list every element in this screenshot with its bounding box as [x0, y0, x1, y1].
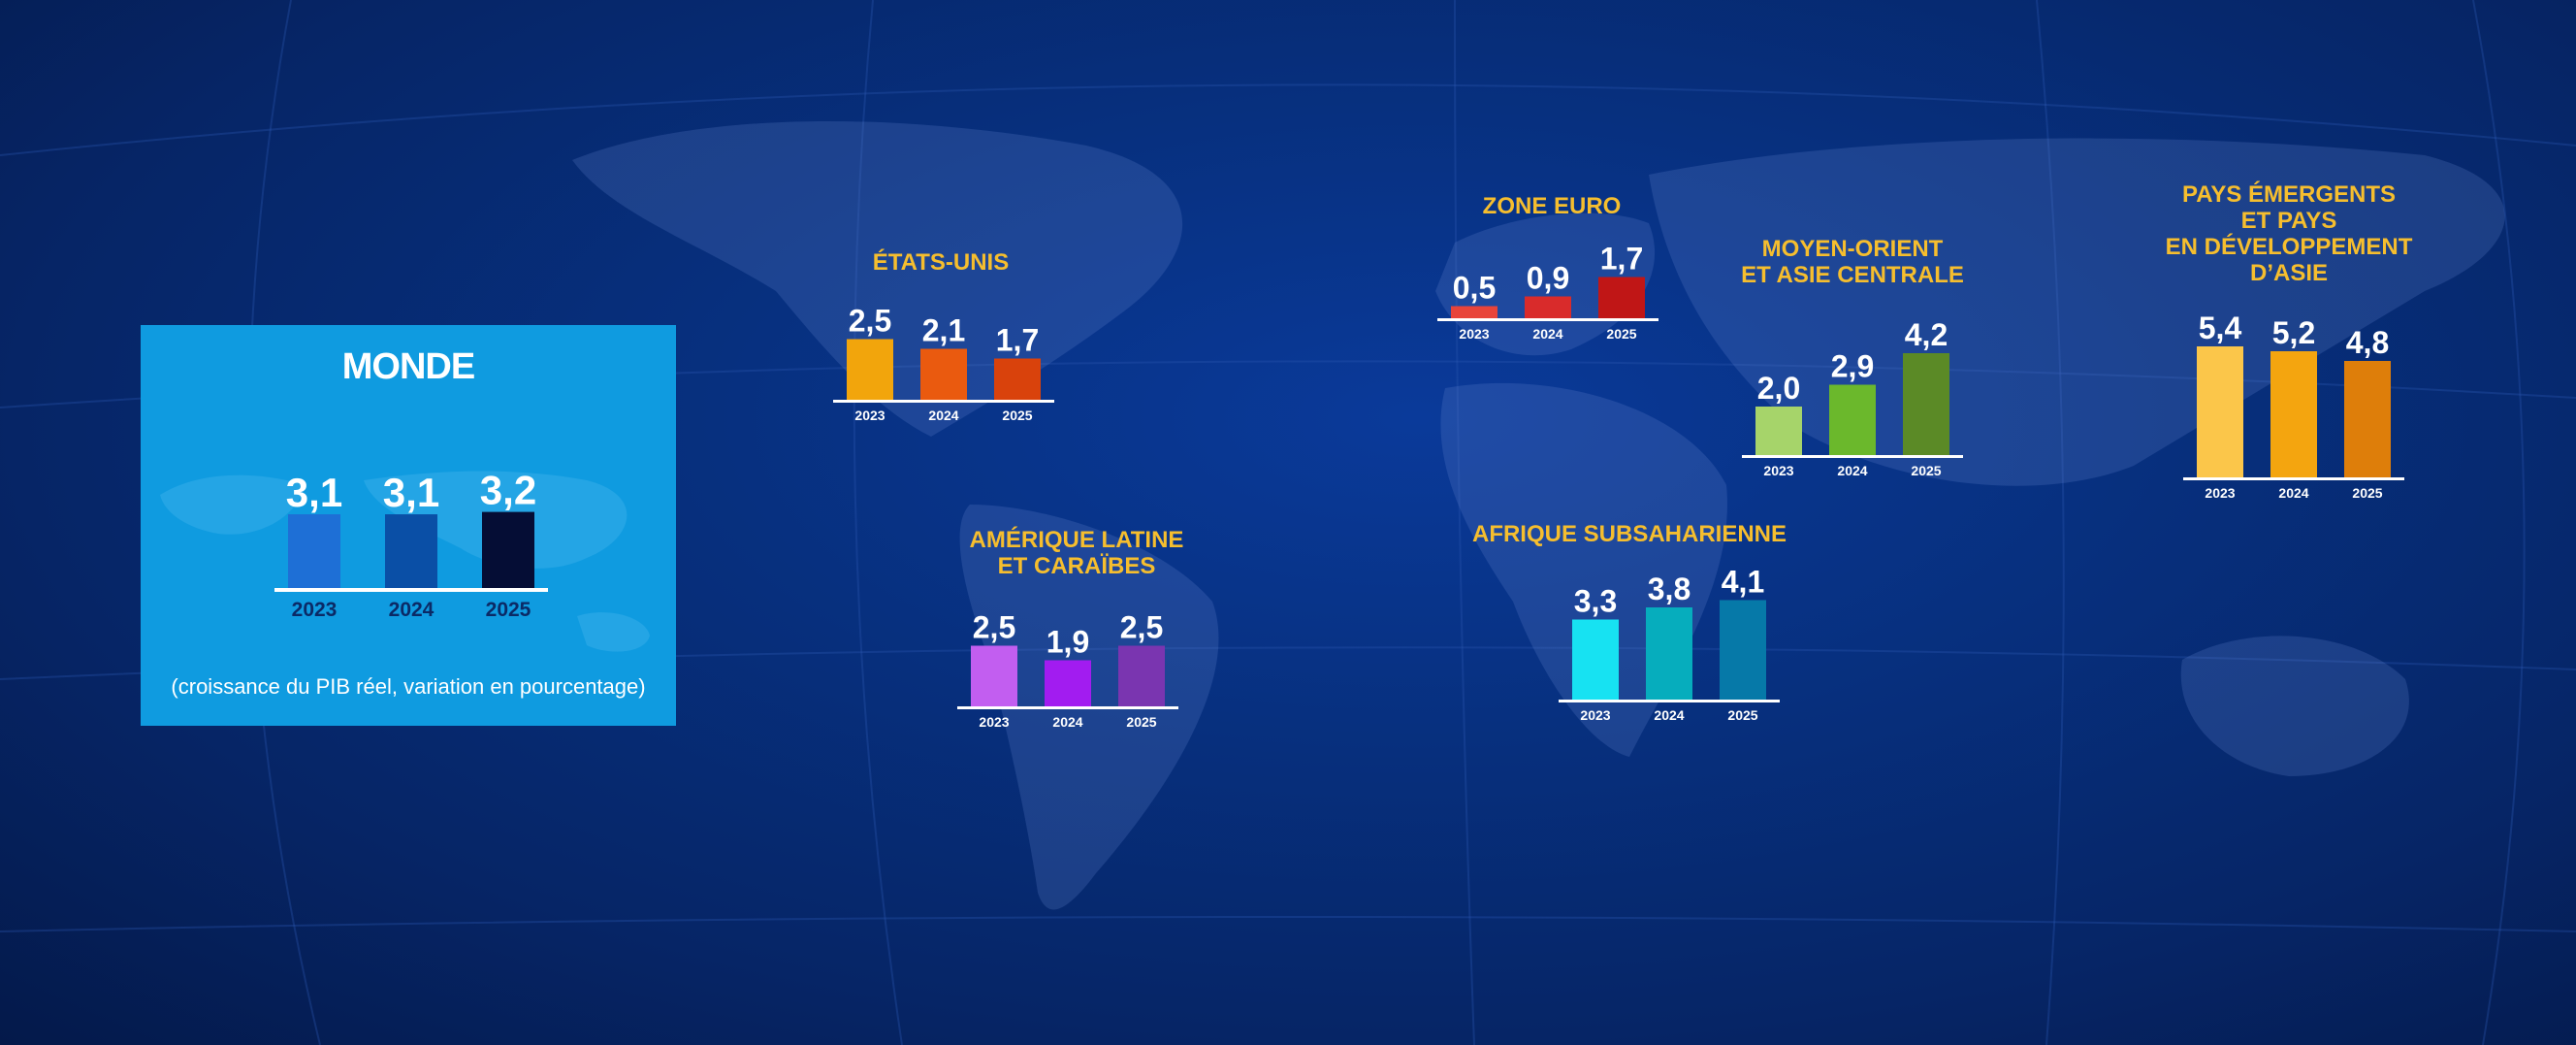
world-panel: MONDE (croissance du PIB réel, variation… — [141, 325, 676, 726]
asie-bar-2024 — [2270, 351, 2317, 477]
monde-bar-2025 — [482, 511, 534, 588]
monde-year-label-2024: 2024 — [389, 599, 435, 621]
asie-year-label-2023: 2023 — [2205, 485, 2235, 501]
afrique-value-label-2025: 4,1 — [1722, 565, 1764, 600]
amerique-latine-bar-2025 — [1118, 645, 1165, 706]
moyen-orient-bar-2024 — [1829, 384, 1876, 455]
amerique-latine-bar-2023 — [971, 645, 1017, 706]
asie-value-label-2025: 4,8 — [2346, 325, 2389, 360]
zone-euro-value-label-2024: 0,9 — [1527, 261, 1569, 296]
etats-unis-value-label-2024: 2,1 — [922, 313, 965, 348]
afrique-value-label-2023: 3,3 — [1574, 584, 1617, 619]
title-asie: PAYS ÉMERGENTS ET PAYS EN DÉVELOPPEMENT … — [2165, 181, 2413, 286]
monde-bar-2023 — [288, 514, 340, 588]
zone-euro-year-label-2024: 2024 — [1532, 326, 1562, 342]
etats-unis-year-label-2024: 2024 — [928, 408, 958, 423]
world-note: (croissance du PIB réel, variation en po… — [171, 674, 646, 699]
moyen-orient-year-label-2025: 2025 — [1911, 463, 1941, 478]
zone-euro-bar-2023 — [1451, 306, 1497, 318]
amerique-latine-year-label-2024: 2024 — [1052, 714, 1082, 730]
amerique-latine-year-label-2023: 2023 — [979, 714, 1009, 730]
amerique-latine-year-label-2025: 2025 — [1126, 714, 1156, 730]
etats-unis-bar-2023 — [847, 339, 893, 400]
amerique-latine-value-label-2025: 2,5 — [1120, 610, 1163, 645]
afrique-year-label-2025: 2025 — [1727, 707, 1757, 723]
zone-euro-bar-2025 — [1598, 277, 1645, 318]
asie-value-label-2024: 5,2 — [2272, 315, 2315, 350]
afrique-bar-2023 — [1572, 619, 1619, 700]
asie-year-label-2024: 2024 — [2278, 485, 2308, 501]
monde-value-label-2024: 3,1 — [383, 470, 439, 515]
moyen-orient-bar-2023 — [1755, 407, 1802, 455]
title-afrique: AFRIQUE SUBSAHARIENNE — [1471, 521, 1787, 547]
afrique-year-label-2023: 2023 — [1580, 707, 1610, 723]
moyen-orient-value-label-2024: 2,9 — [1831, 349, 1874, 384]
moyen-orient-bar-2025 — [1903, 353, 1949, 455]
title-moyen-orient: MOYEN-ORIENT ET ASIE CENTRALE — [1741, 236, 1964, 288]
etats-unis-year-label-2023: 2023 — [854, 408, 885, 423]
monde-year-label-2025: 2025 — [486, 599, 531, 621]
monde-year-label-2023: 2023 — [292, 599, 338, 621]
monde-bar-2024 — [385, 514, 437, 588]
etats-unis-value-label-2023: 2,5 — [849, 304, 891, 339]
monde-value-label-2023: 3,1 — [286, 470, 342, 515]
asie-year-label-2025: 2025 — [2352, 485, 2382, 501]
zone-euro-value-label-2023: 0,5 — [1453, 271, 1496, 306]
afrique-year-label-2024: 2024 — [1654, 707, 1684, 723]
moyen-orient-year-label-2023: 2023 — [1763, 463, 1793, 478]
title-amerique-latine: AMÉRIQUE LATINE ET CARAÏBES — [969, 527, 1184, 579]
zone-euro-bar-2024 — [1525, 296, 1571, 318]
etats-unis-year-label-2025: 2025 — [1002, 408, 1032, 423]
title-etats-unis: ÉTATS-UNIS — [872, 249, 1010, 276]
amerique-latine-bar-2024 — [1045, 660, 1091, 706]
moyen-orient-value-label-2025: 4,2 — [1905, 317, 1948, 352]
afrique-value-label-2024: 3,8 — [1648, 571, 1690, 606]
etats-unis-value-label-2025: 1,7 — [996, 323, 1039, 358]
amerique-latine-value-label-2024: 1,9 — [1046, 625, 1089, 660]
zone-euro-year-label-2023: 2023 — [1459, 326, 1489, 342]
asie-bar-2025 — [2344, 361, 2391, 477]
world-title: MONDE — [341, 346, 475, 387]
zone-euro-value-label-2025: 1,7 — [1600, 242, 1643, 277]
etats-unis-bar-2024 — [920, 348, 967, 400]
moyen-orient-value-label-2023: 2,0 — [1757, 371, 1800, 406]
etats-unis-bar-2025 — [994, 358, 1041, 400]
asie-value-label-2023: 5,4 — [2199, 310, 2242, 345]
moyen-orient-year-label-2024: 2024 — [1837, 463, 1867, 478]
afrique-bar-2024 — [1646, 607, 1692, 700]
zone-euro-year-label-2025: 2025 — [1606, 326, 1636, 342]
monde-value-label-2025: 3,2 — [480, 468, 536, 513]
amerique-latine-value-label-2023: 2,5 — [973, 610, 1015, 645]
afrique-bar-2025 — [1720, 600, 1766, 700]
title-zone-euro: ZONE EURO — [1482, 193, 1622, 219]
asie-bar-2023 — [2197, 346, 2243, 477]
